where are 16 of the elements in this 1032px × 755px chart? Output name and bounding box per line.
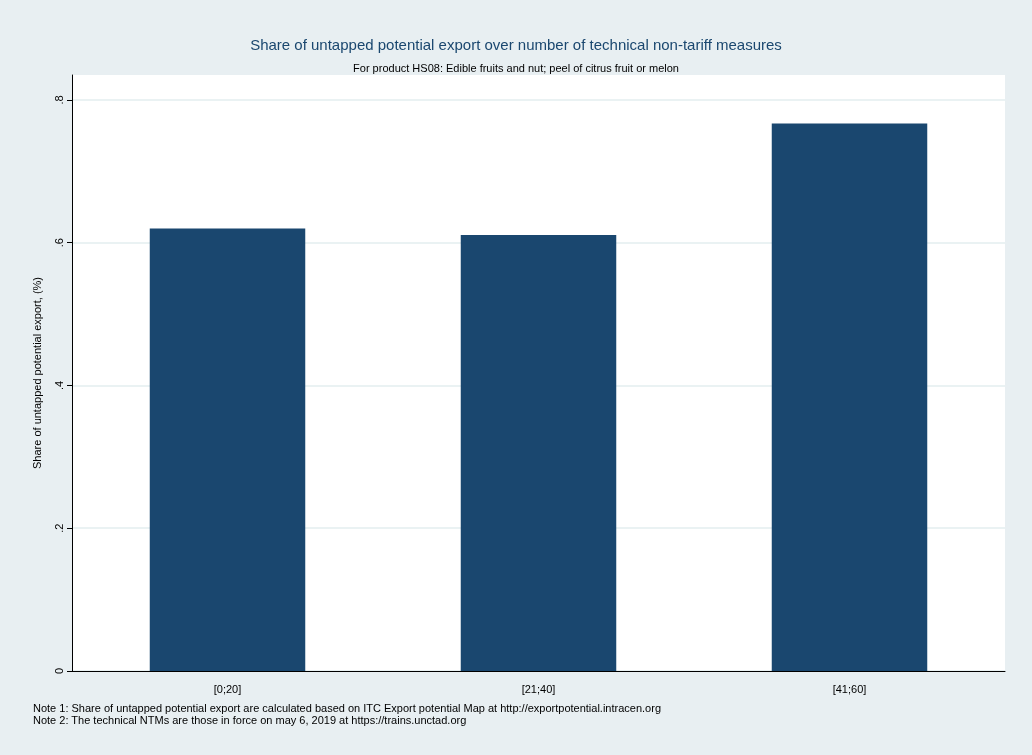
bar bbox=[149, 228, 306, 671]
text: Note 1: Share of untapped potential export are calculated based on ITC Export potential Map at http://exportpotential.intracen.org bbox=[33, 701, 662, 714]
x-tick-label: [41;60] bbox=[832, 682, 867, 695]
y-tick-label: 0 bbox=[52, 667, 65, 675]
y-tick-label: .2 bbox=[52, 523, 65, 533]
y-tick-label: .6 bbox=[52, 238, 65, 248]
y-tick-label: .8 bbox=[52, 95, 65, 105]
x-tick-label: [21;40] bbox=[521, 682, 556, 695]
y-tick-label: .4 bbox=[52, 380, 65, 391]
chart-title: Share of untapped potential export over number of technical non-tariff measures bbox=[250, 36, 782, 53]
bar bbox=[460, 234, 617, 671]
text: Note 2: The technical NTMs are those in force on may 6, 2019 at https://trains.unctad.org bbox=[33, 713, 467, 726]
chart-subtitle: For product HS08: Edible fruits and nut; peel of citrus fruit or melon bbox=[353, 61, 679, 74]
y-axis-title: Share of untapped potential export, (%) bbox=[30, 276, 43, 470]
x-tick-label: [0;20] bbox=[213, 682, 242, 695]
bar bbox=[771, 123, 928, 671]
